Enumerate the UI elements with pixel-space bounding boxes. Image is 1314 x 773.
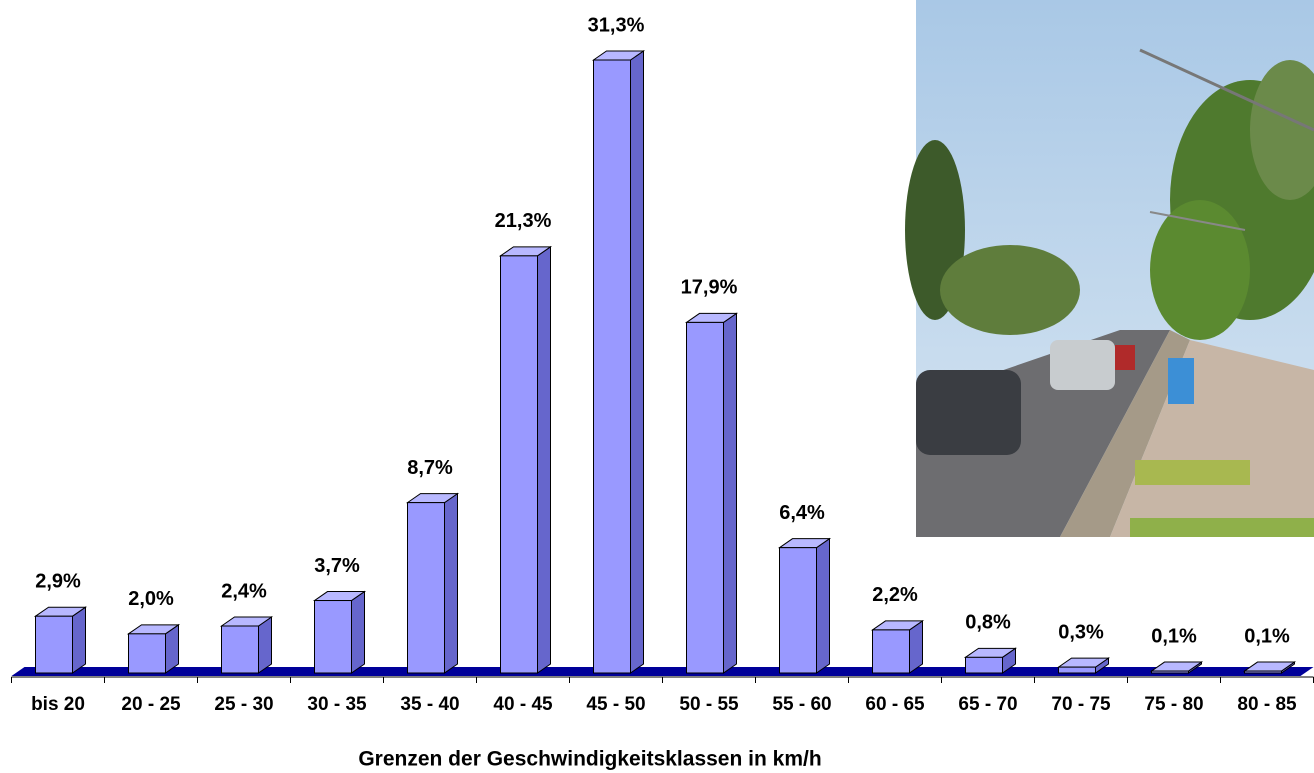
bar-side xyxy=(72,606,86,674)
photo xyxy=(905,0,1314,537)
value-label: 21,3% xyxy=(495,210,552,232)
bar-side xyxy=(444,492,458,674)
bar xyxy=(405,492,460,674)
bar xyxy=(126,623,181,674)
value-label: 17,9% xyxy=(681,277,738,299)
bar xyxy=(1056,657,1111,674)
bar-front xyxy=(1244,670,1282,674)
value-label: 3,7% xyxy=(314,555,360,577)
bar-front xyxy=(872,629,910,674)
value-label: 8,7% xyxy=(407,457,453,479)
bar xyxy=(684,312,739,674)
value-label: 0,3% xyxy=(1058,621,1104,643)
bar-side xyxy=(537,245,551,674)
x-tick-label: 30 - 35 xyxy=(307,694,367,715)
value-label: 0,8% xyxy=(965,612,1011,634)
bar xyxy=(870,619,925,674)
x-tick-label: 65 - 70 xyxy=(958,694,1017,715)
value-label: 2,2% xyxy=(872,584,918,606)
bar-front xyxy=(593,59,631,674)
bar-front xyxy=(686,321,724,674)
x-tick-label: 50 - 55 xyxy=(679,694,739,715)
bar-front xyxy=(779,547,817,674)
x-tick-label: 40 - 45 xyxy=(493,694,553,715)
value-label: 31,3% xyxy=(588,14,645,36)
bar-front xyxy=(1058,666,1096,674)
bar xyxy=(312,590,367,674)
bar-front xyxy=(35,615,73,674)
bar-side xyxy=(351,590,365,674)
bar-front xyxy=(1151,670,1189,674)
x-tick-label: 55 - 60 xyxy=(772,694,831,715)
x-tick-label: 20 - 25 xyxy=(121,694,181,715)
bar-front xyxy=(221,625,259,674)
x-tick-label: 75 - 80 xyxy=(1144,694,1203,715)
bar xyxy=(1242,661,1297,674)
x-tick-label: 80 - 85 xyxy=(1237,694,1297,715)
x-tick-label: 35 - 40 xyxy=(400,694,459,715)
bar-front xyxy=(500,255,538,674)
bar-front xyxy=(965,656,1003,674)
x-tick-label: 25 - 30 xyxy=(214,694,273,715)
value-label: 0,1% xyxy=(1151,625,1197,647)
bar xyxy=(777,537,832,674)
value-label: 2,4% xyxy=(221,580,267,602)
bar xyxy=(963,647,1018,674)
x-axis-title: Grenzen der Geschwindigkeitsklassen in k… xyxy=(358,748,821,771)
bar-side xyxy=(723,312,737,674)
x-tick-label: bis 20 xyxy=(31,694,85,715)
bar-side xyxy=(816,537,830,674)
value-label: 2,9% xyxy=(35,570,81,592)
bar xyxy=(498,245,553,674)
bar-front xyxy=(128,633,166,674)
value-label: 6,4% xyxy=(779,502,825,524)
floor xyxy=(11,667,1314,676)
bar xyxy=(33,606,88,674)
bar xyxy=(219,616,274,674)
bar-side xyxy=(630,50,644,674)
value-label: 0,1% xyxy=(1244,625,1290,647)
value-label: 2,0% xyxy=(128,588,174,610)
bar-side xyxy=(258,616,272,674)
bar xyxy=(591,50,646,674)
x-tick-label: 45 - 50 xyxy=(586,694,645,715)
x-tick-label: 70 - 75 xyxy=(1051,694,1111,715)
bar xyxy=(1149,661,1204,674)
bar-front xyxy=(407,502,445,674)
bar-front xyxy=(314,600,352,674)
x-tick-label: 60 - 65 xyxy=(865,694,925,715)
